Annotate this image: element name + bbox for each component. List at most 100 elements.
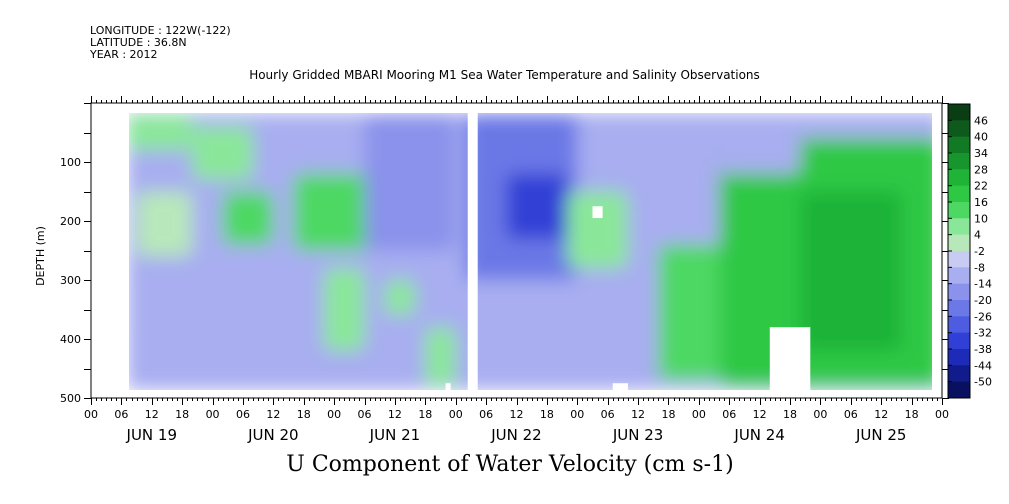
missing-block — [592, 206, 603, 219]
colorbar-label: 4 — [974, 229, 981, 242]
colorbar-swatch — [948, 202, 970, 219]
x-tick-label: 06 — [358, 408, 372, 421]
date-label: JUN 20 — [247, 426, 298, 444]
y-tick-label: 300 — [60, 274, 81, 287]
y-axis-label: DEPTH (m) — [34, 226, 47, 286]
y-tick-label: 200 — [60, 215, 81, 228]
colorbar-swatch — [948, 332, 970, 350]
date-label: JUN 24 — [733, 426, 784, 444]
heatmap-cell — [364, 114, 456, 251]
colorbar-swatch — [948, 251, 970, 268]
year-label: YEAR : 2012 — [90, 48, 158, 61]
date-label: JUN 23 — [612, 426, 663, 444]
colorbar-swatch — [948, 234, 970, 252]
date-label: JUN 19 — [126, 426, 177, 444]
y-tick-label: 500 — [60, 392, 81, 405]
colorbar-swatch — [948, 349, 970, 366]
no-data-region — [91, 103, 942, 113]
x-tick-label: 06 — [601, 408, 615, 421]
colorbar-label: -32 — [974, 327, 992, 340]
x-axis-label: U Component of Water Velocity (cm s-1) — [286, 452, 734, 477]
colorbar-label: -14 — [974, 278, 992, 291]
colorbar-label: -26 — [974, 310, 992, 323]
colorbar-label: -20 — [974, 294, 992, 307]
heatmap-cell — [384, 280, 416, 316]
no-data-region — [91, 103, 127, 398]
heatmap-cell — [567, 191, 628, 269]
no-data-region — [91, 390, 942, 398]
x-tick-label: 00 — [449, 408, 463, 421]
colorbar-swatch — [948, 267, 970, 285]
x-tick-label: 12 — [753, 408, 767, 421]
y-tick-label: 100 — [60, 156, 81, 169]
x-tick-label: 18 — [175, 408, 189, 421]
date-label: JUN 21 — [369, 426, 420, 444]
colorbar-swatch — [948, 136, 970, 154]
x-tick-label: 18 — [540, 408, 554, 421]
colorbar-label: -2 — [974, 245, 985, 258]
heatmap-field — [129, 113, 932, 390]
x-tick-label: 18 — [661, 408, 675, 421]
heatmap-cell — [192, 126, 254, 180]
time-gap — [467, 113, 478, 390]
colorbar-swatch — [948, 283, 970, 301]
heatmap-cell — [253, 256, 314, 316]
heatmap-cell — [719, 114, 801, 174]
x-tick-label: 00 — [935, 408, 949, 421]
axes: 00 06 12 18 00 06 12 18 00 06 12 18 00 06 12 18 00 06 12 18… — [60, 96, 949, 444]
date-label: JUN 25 — [855, 426, 906, 444]
heatmap-cell — [506, 173, 568, 239]
heatmap-cell — [324, 268, 365, 351]
colorbar-label: 34 — [974, 147, 988, 160]
colorbar-label: 28 — [974, 163, 988, 176]
colorbar-label: 22 — [974, 180, 988, 193]
x-tick-label: 12 — [145, 408, 159, 421]
missing-block — [769, 327, 811, 398]
colorbar-label: 46 — [974, 114, 988, 127]
x-tick-label: 12 — [874, 408, 888, 421]
heatmap-cell — [136, 191, 193, 257]
colorbar-label: 16 — [974, 196, 988, 209]
colorbar-swatch — [948, 365, 970, 383]
x-tick-label: 12 — [266, 408, 280, 421]
x-tick-label: 06 — [236, 408, 250, 421]
x-tick-label: 12 — [510, 408, 524, 421]
missing-block — [612, 383, 628, 398]
date-label: JUN 22 — [490, 426, 541, 444]
heatmap-cell — [617, 114, 689, 162]
heatmap-cell — [129, 280, 173, 339]
x-tick-label: 00 — [327, 408, 341, 421]
x-tick-label: 18 — [905, 408, 919, 421]
colorbar-swatch — [948, 185, 970, 203]
colorbar-swatch — [948, 104, 970, 121]
missing-block — [445, 383, 451, 398]
x-tick-label: 06 — [844, 408, 858, 421]
x-tick-label: 18 — [783, 408, 797, 421]
colorbar-label: 40 — [974, 131, 988, 144]
x-tick-label: 00 — [813, 408, 827, 421]
colorbar-label: -44 — [974, 359, 992, 372]
x-tick-label: 00 — [570, 408, 584, 421]
chart-title: Hourly Gridded MBARI Mooring M1 Sea Wate… — [249, 68, 760, 82]
x-tick-label: 12 — [631, 408, 645, 421]
colorbar-swatch — [948, 120, 970, 138]
heatmap-blur-group — [129, 113, 932, 390]
colorbar-label: 10 — [974, 212, 988, 225]
colorbar-label: -8 — [974, 261, 985, 274]
latitude-label: LATITUDE : 36.8N — [90, 36, 187, 49]
heatmap-cell — [800, 191, 902, 351]
x-tick-label: 00 — [692, 408, 706, 421]
colorbar-swatch — [948, 381, 970, 399]
heatmap-cell — [222, 191, 274, 245]
x-tick-label: 18 — [297, 408, 311, 421]
heatmap-cell — [293, 173, 375, 251]
heatmap-cell — [129, 114, 193, 151]
x-tick-label: 00 — [206, 408, 220, 421]
x-tick-label: 00 — [84, 408, 98, 421]
x-tick-label: 06 — [722, 408, 736, 421]
x-tick-label: 18 — [418, 408, 432, 421]
colorbar-swatch — [948, 316, 970, 334]
heatmap-cell — [425, 327, 456, 387]
colorbar-label: -38 — [974, 343, 992, 356]
